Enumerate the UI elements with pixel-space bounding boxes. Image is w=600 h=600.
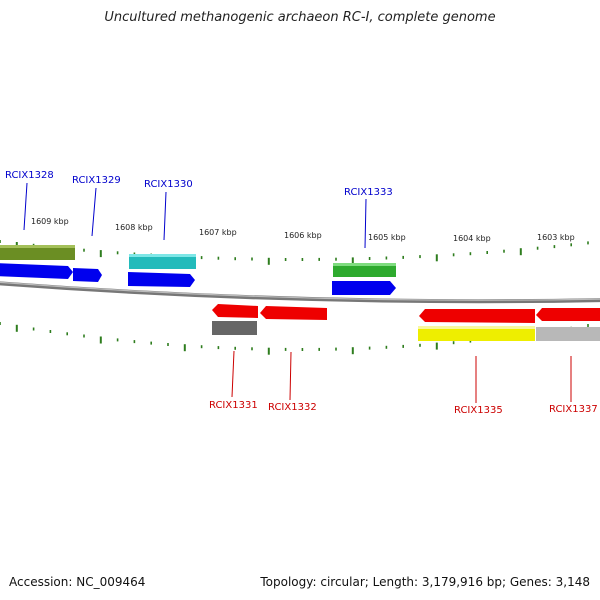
yellow-feature-block: [418, 326, 535, 341]
genome-backbone: [0, 281, 600, 304]
scale-label-1603: 1603 kbp: [537, 233, 575, 242]
gene-arrow-rcix1337[interactable]: [536, 308, 600, 321]
lightgrey-feature-block: [536, 327, 600, 341]
callout-line-rcix1333: [364, 198, 367, 249]
scale-label-1606: 1606 kbp: [284, 231, 322, 240]
gene-arrow-rcix1333[interactable]: [332, 281, 396, 295]
scale-label-1608: 1608 kbp: [115, 223, 153, 232]
scale-label-1607: 1607 kbp: [199, 228, 237, 237]
gene-arrow-rcix1331[interactable]: [212, 304, 258, 318]
callout-line-rcix1330: [163, 191, 167, 241]
map-title: Uncultured methanogenic archaeon RC-I, c…: [104, 10, 496, 25]
gene-arrow-rcix1335[interactable]: [419, 309, 535, 323]
gene-label-rcix1337[interactable]: RCIX1337: [549, 404, 598, 415]
callout-line-rcix1331: [231, 350, 235, 398]
gene-arrow-rcix1330[interactable]: [128, 272, 195, 287]
gene-label-rcix1333[interactable]: RCIX1333: [344, 187, 393, 198]
olive-feature-block: [0, 245, 75, 260]
callout-line-rcix1332: [289, 351, 292, 401]
accession-text: Accession: NC_009464: [9, 575, 146, 589]
scale-ticks-upper: [0, 240, 589, 265]
gene-label-rcix1328[interactable]: RCIX1328: [5, 170, 54, 181]
scale-label-1604: 1604 kbp: [453, 234, 491, 243]
callout-line-rcix1329: [91, 187, 97, 237]
topology-text: Topology: circular; Length: 3,179,916 bp…: [260, 575, 590, 589]
gene-label-rcix1331[interactable]: RCIX1331: [209, 400, 258, 411]
gene-label-rcix1329[interactable]: RCIX1329: [72, 175, 121, 186]
gene-arrow-rcix1332[interactable]: [260, 306, 327, 320]
gene-label-rcix1332[interactable]: RCIX1332: [268, 402, 317, 413]
scale-label-1609: 1609 kbp: [31, 217, 69, 226]
forward-feature-blocks: [0, 245, 396, 295]
gene-arrow-rcix1329[interactable]: [73, 268, 102, 282]
callout-line-rcix1328: [23, 182, 28, 231]
reverse-feature-blocks: [212, 304, 600, 341]
cyan-feature-block: [129, 254, 196, 269]
green-feature-block: [333, 263, 396, 277]
gene-label-rcix1335[interactable]: RCIX1335: [454, 405, 503, 416]
grey-feature-block: [212, 321, 257, 335]
scale-label-1605: 1605 kbp: [368, 233, 406, 242]
gene-arrow-rcix1328[interactable]: [0, 263, 73, 279]
gene-label-rcix1330[interactable]: RCIX1330: [144, 179, 193, 190]
